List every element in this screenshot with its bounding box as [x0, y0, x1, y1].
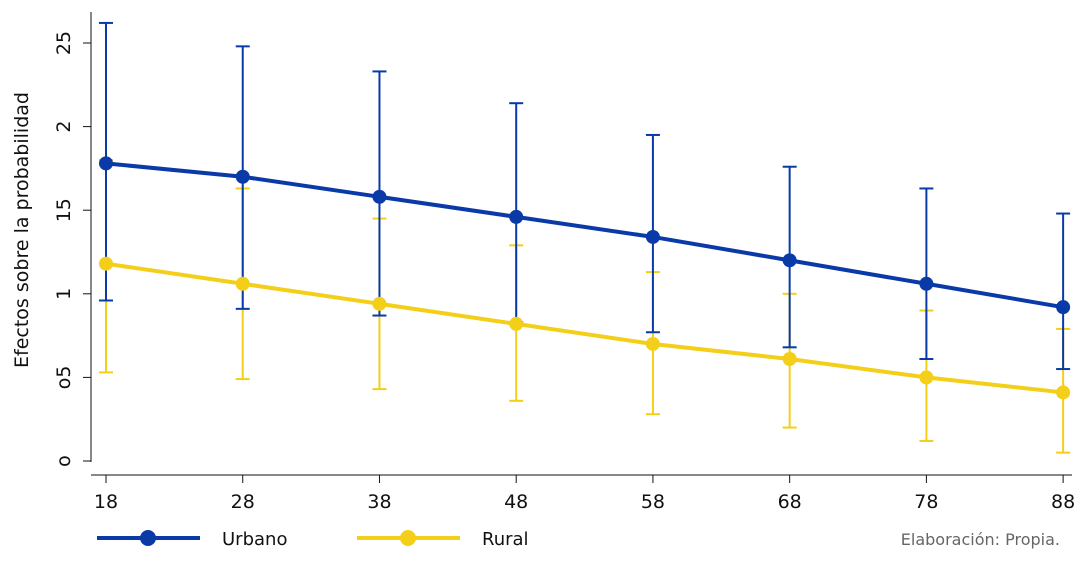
data-point-rural: [99, 256, 113, 271]
plot-area: o o5 1 15 2 25 18 28 38 48 58 68 78 88: [53, 12, 1075, 513]
data-point-urbano: [509, 209, 524, 224]
data-point-urbano: [782, 253, 797, 268]
data-point-rural: [1056, 385, 1071, 400]
data-point-rural: [235, 276, 250, 291]
y-tick-label: 2: [53, 121, 75, 133]
data-point-rural: [372, 296, 387, 311]
x-tick-label: 68: [778, 491, 802, 513]
data-point-urbano: [919, 276, 934, 291]
legend-item-urbano: Urbano: [97, 529, 287, 550]
y-tick-label: 25: [53, 31, 75, 55]
x-tick-label: 58: [641, 491, 665, 513]
data-point-rural: [919, 370, 934, 385]
data-point-urbano: [99, 156, 113, 171]
data-point-urbano: [645, 229, 660, 244]
x-tick-label: 28: [231, 491, 255, 513]
x-tick-label: 18: [94, 491, 118, 513]
y-axis-title: Efectos sobre la probabilidad: [11, 92, 33, 368]
y-tick-label: o5: [53, 366, 75, 390]
data-point-rural: [645, 336, 660, 351]
legend: Urbano Rural: [97, 529, 529, 550]
x-tick-label: 88: [1051, 491, 1075, 513]
x-tick-label: 78: [914, 491, 938, 513]
y-tick-label: 1: [53, 288, 75, 300]
data-point-urbano: [372, 189, 387, 204]
x-tick-label: 48: [504, 491, 528, 513]
legend-item-rural: Rural: [357, 529, 529, 550]
y-tick-label: o: [53, 455, 75, 467]
y-tick-label: 15: [53, 198, 75, 222]
legend-marker-urbano: [140, 530, 156, 546]
series-line-urbano: [105, 161, 1064, 310]
legend-marker-rural: [400, 530, 416, 546]
legend-label-urbano: Urbano: [222, 529, 287, 550]
data-point-urbano: [1056, 300, 1071, 315]
data-point-urbano: [235, 169, 250, 184]
series-line-rural: [105, 261, 1064, 395]
x-tick-label: 38: [367, 491, 391, 513]
data-point-rural: [782, 352, 797, 367]
source-note: Elaboración: Propia.: [901, 530, 1060, 549]
legend-label-rural: Rural: [482, 529, 529, 550]
data-point-rural: [509, 316, 524, 331]
